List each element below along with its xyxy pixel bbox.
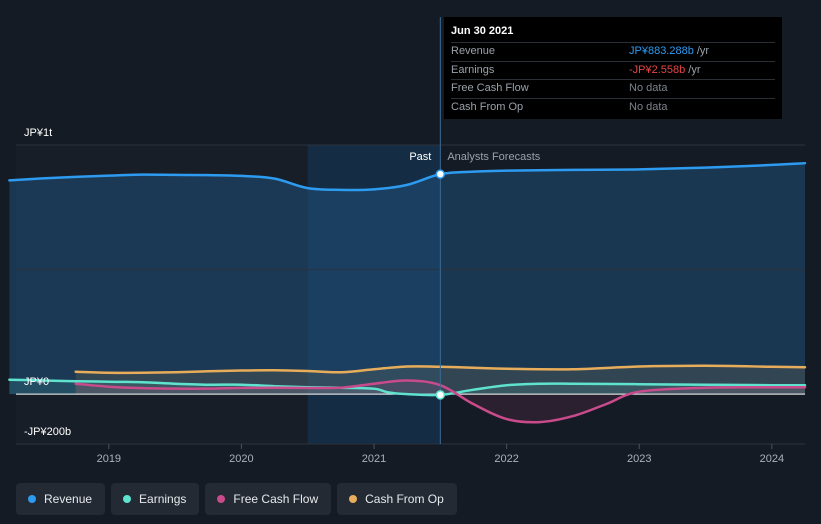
tooltip-value: -JP¥2.558b (629, 63, 686, 76)
legend-label: Revenue (44, 492, 93, 506)
legend-dot-icon (28, 495, 36, 503)
legend-dot-icon (123, 495, 132, 503)
tooltip-label: Revenue (451, 45, 496, 57)
series-line-revenue (8, 161, 807, 192)
x-tick-label: 2019 (97, 453, 121, 465)
x-tick-label: 2023 (627, 453, 651, 465)
series-line-earnings (8, 378, 807, 397)
tooltip-date: Jun 30 2021 (451, 25, 514, 37)
x-tick-label: 2020 (229, 453, 253, 465)
legend-label: Free Cash Flow (233, 492, 319, 506)
tooltip-label: Cash From Op (451, 100, 524, 113)
legend: Revenue Earnings Free Cash Flow Cash Fro… (16, 483, 457, 515)
x-tick-label: 2021 (362, 453, 386, 465)
legend-item-earnings[interactable]: Earnings (111, 483, 200, 515)
x-tick-label: 2024 (760, 453, 784, 465)
marker-revenue (435, 169, 446, 179)
legend-dot-icon (349, 495, 358, 503)
tooltip-value: No data (629, 100, 668, 113)
legend-label: Earnings (139, 492, 187, 506)
tooltip-value: JP¥883.288b (629, 45, 694, 57)
chart-svg: JP¥1t JP¥0 -JP¥200b 2019 2020 2021 2022 2023 20… (8, 17, 807, 465)
tooltip-label: Earnings (451, 63, 495, 76)
legend-item-free-cash-flow[interactable]: Free Cash Flow (205, 483, 332, 515)
legend-item-revenue[interactable]: Revenue (16, 483, 106, 515)
past-label: Past (409, 151, 431, 163)
y-tick-label: JP¥1t (24, 127, 52, 139)
tooltip-row-free-cash-flow: Free Cash Flow No data (451, 79, 775, 98)
tooltip-row-revenue: Revenue JP¥883.288b /yr (451, 42, 775, 61)
legend-dot-icon (217, 495, 226, 503)
series-line-cash-from-op (74, 364, 807, 375)
series-line-free-cash-flow (74, 379, 807, 424)
y-tick-label: JP¥0 (24, 376, 49, 388)
tooltip-row-earnings: Earnings -JP¥2.558b /yr (451, 60, 775, 80)
tooltip-row-cash-from-op: Cash From Op No data (451, 97, 775, 117)
tooltip-unit: /yr (688, 63, 701, 76)
tooltip: Jun 30 2021 Revenue JP¥883.288b /yr Earn… (444, 17, 782, 119)
tooltip-unit: /yr (696, 45, 710, 57)
forecast-label: Analysts Forecasts (447, 151, 540, 163)
marker-earnings (435, 390, 446, 400)
chart: JP¥1t JP¥0 -JP¥200b 2019 2020 2021 2022 2023 20… (8, 17, 807, 465)
x-tick-label: 2022 (494, 453, 518, 465)
y-tick-label: -JP¥200b (24, 426, 71, 438)
legend-label: Cash From Op (365, 492, 444, 506)
area-revenue (9, 163, 805, 395)
area-free-cash-flow (75, 380, 806, 423)
tooltip-value: No data (629, 82, 668, 94)
area-earnings (9, 379, 805, 396)
tooltip-label: Free Cash Flow (451, 82, 529, 94)
legend-item-cash-from-op[interactable]: Cash From Op (337, 483, 457, 515)
